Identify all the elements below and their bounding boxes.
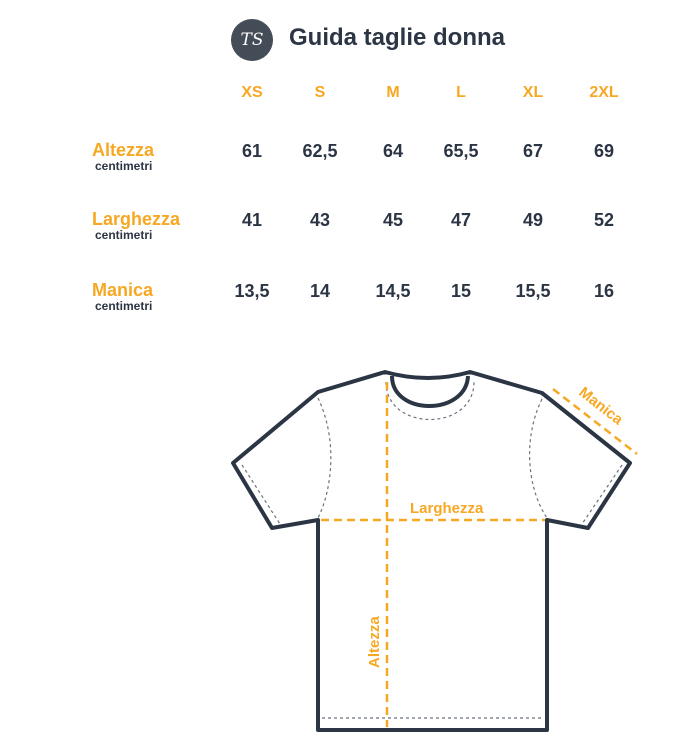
row-label: Larghezza bbox=[92, 209, 181, 229]
table-cell: 65,5 bbox=[443, 141, 479, 161]
stitch-lines bbox=[241, 381, 623, 719]
sleeve-label: Manica bbox=[576, 384, 627, 429]
table-cell: 14 bbox=[309, 281, 331, 301]
row-label: Manica bbox=[92, 280, 154, 300]
table-cell: 43 bbox=[309, 210, 331, 230]
row-unit: centimetri bbox=[95, 299, 153, 313]
table-cell: 67 bbox=[522, 141, 544, 161]
measure-lines bbox=[321, 382, 638, 727]
table-cell: 13,5 bbox=[234, 281, 270, 301]
size-header-m: M bbox=[386, 84, 400, 101]
height-label: Altezza bbox=[366, 616, 383, 668]
page-title: Guida taglie donna bbox=[289, 24, 506, 51]
logo: TS bbox=[231, 19, 273, 61]
table-cell: 45 bbox=[382, 210, 404, 230]
table-cell: 16 bbox=[593, 281, 615, 301]
tshirt-outline bbox=[231, 370, 632, 732]
table-cell: 49 bbox=[522, 210, 544, 230]
table-cell: 61 bbox=[241, 141, 263, 161]
table-cell: 14,5 bbox=[375, 281, 411, 301]
size-header-s: S bbox=[314, 84, 326, 101]
table-cell: 52 bbox=[593, 210, 615, 230]
table-cell: 62,5 bbox=[302, 141, 338, 161]
row-unit: centimetri bbox=[95, 159, 153, 173]
table-cell: 64 bbox=[382, 141, 404, 161]
sleeve-line bbox=[552, 388, 638, 455]
table-cell: 47 bbox=[450, 210, 472, 230]
table-cell: 15,5 bbox=[515, 281, 551, 301]
size-header-2xl: 2XL bbox=[589, 84, 619, 101]
table-cell: 15 bbox=[450, 281, 472, 301]
size-header-xl: XL bbox=[522, 84, 544, 101]
size-header-l: L bbox=[456, 84, 466, 101]
width-label: Larghezza bbox=[410, 500, 484, 517]
table-cell: 69 bbox=[593, 141, 615, 161]
table-cell: 41 bbox=[241, 210, 263, 230]
size-header-xs: XS bbox=[241, 84, 263, 101]
row-label: Altezza bbox=[92, 140, 155, 160]
row-unit: centimetri bbox=[95, 228, 153, 242]
